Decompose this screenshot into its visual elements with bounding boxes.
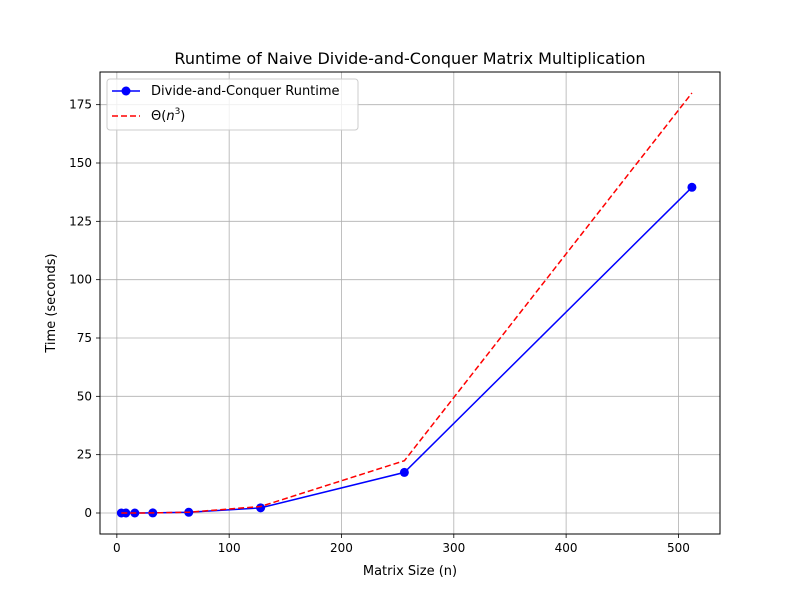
x-tick-label: 500	[667, 541, 690, 555]
y-axis-label: Time (seconds)	[44, 253, 59, 353]
legend-label-theta-close: )	[180, 109, 185, 124]
series-line-theta	[121, 92, 693, 514]
x-axis-label: Matrix Size (n)	[363, 564, 457, 579]
data-point	[399, 467, 409, 477]
x-tick-label: 400	[555, 541, 578, 555]
chart-title: Runtime of Naive Divide-and-Conquer Matr…	[174, 49, 645, 68]
legend: Divide-and-Conquer Runtime Θ(n3)	[106, 78, 359, 131]
legend-label-theta: Θ(n3)	[151, 107, 185, 124]
x-tick-label: 300	[442, 541, 465, 555]
y-tick-label: 25	[77, 448, 92, 462]
legend-marker-runtime	[121, 86, 131, 96]
x-tick-label: 100	[218, 541, 241, 555]
y-tick-label: 175	[69, 98, 92, 112]
legend-label-runtime: Divide-and-Conquer Runtime	[151, 84, 340, 99]
x-tick-label: 200	[330, 541, 353, 555]
y-tick-label: 150	[69, 156, 92, 170]
legend-frame	[106, 78, 359, 131]
legend-label-theta-base: Θ(	[151, 109, 166, 124]
y-tick-label: 0	[84, 506, 92, 520]
legend-label-theta-exp: 3	[175, 107, 181, 117]
y-tick-label: 50	[77, 389, 92, 403]
legend-label-theta-var: n	[166, 109, 174, 124]
series-layer	[116, 92, 697, 518]
x-tick-label: 0	[113, 541, 121, 555]
plot-frame	[99, 71, 721, 535]
y-tick-label: 75	[77, 331, 92, 345]
y-tick-label: 100	[69, 273, 92, 287]
ticks: 0 100 200 300 400 500 0 25 50 75 100 125 150 175	[69, 98, 690, 555]
data-point	[687, 182, 697, 192]
data-point	[256, 503, 266, 513]
y-tick-label: 125	[69, 214, 92, 228]
grid	[100, 72, 720, 534]
